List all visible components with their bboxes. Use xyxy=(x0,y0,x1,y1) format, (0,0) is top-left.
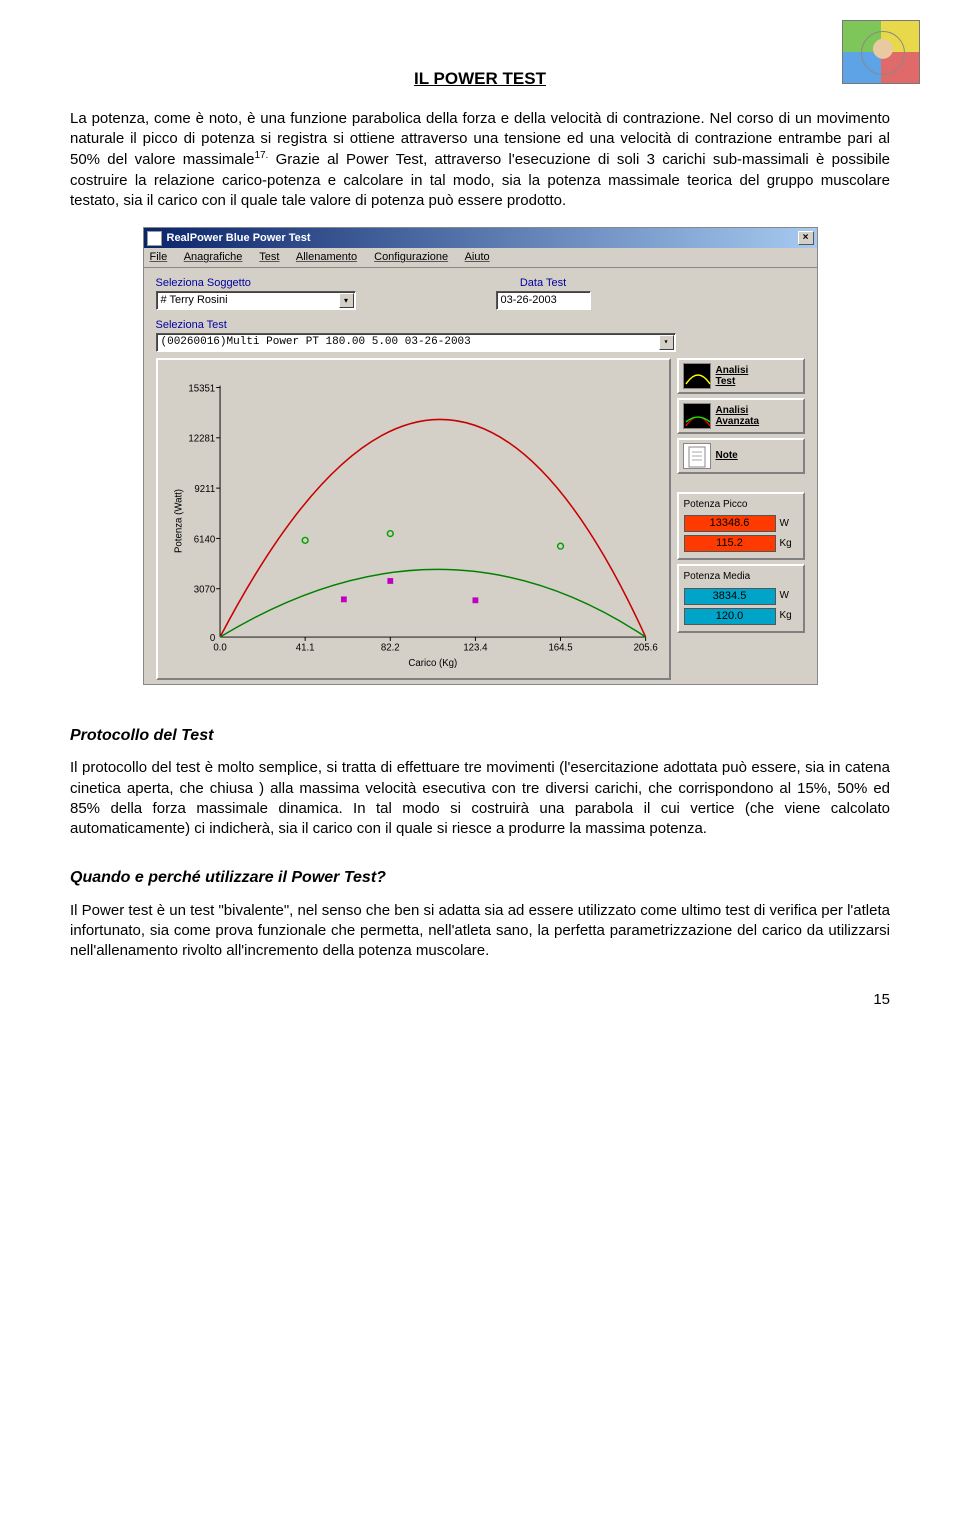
media-watt: 3834.5 xyxy=(684,588,776,605)
ytick: 15351 xyxy=(188,383,215,394)
analisi-avanzata-button[interactable]: Analisi Avanzata xyxy=(677,398,805,434)
xtick: 164.5 xyxy=(548,642,572,653)
intro-paragraph: La potenza, come è noto, è una funzione … xyxy=(70,109,890,211)
analysis-icon xyxy=(683,363,711,389)
app-icon xyxy=(147,231,162,246)
menu-configurazione[interactable]: Configurazione xyxy=(374,251,448,263)
ytick: 12281 xyxy=(188,433,215,444)
date-value: 03-26-2003 xyxy=(501,293,557,308)
unit: W xyxy=(780,589,798,603)
test-select[interactable]: (00260016)Multi Power PT 180.00 5.00 03-… xyxy=(156,333,676,352)
label-test: Seleziona Test xyxy=(156,318,805,333)
note-icon xyxy=(683,443,711,469)
group-title: Potenza Picco xyxy=(684,498,798,512)
footnote-ref: 17. xyxy=(254,150,268,161)
menubar: File Anagrafiche Test Allenamento Config… xyxy=(144,248,817,268)
ytick: 3070 xyxy=(193,584,214,595)
x-axis-label: Carico (Kg) xyxy=(408,658,457,669)
window-title: RealPower Blue Power Test xyxy=(167,231,798,246)
chevron-down-icon: ▾ xyxy=(339,293,354,308)
power-chart: 15351 12281 9211 6140 3070 0 xyxy=(162,366,665,676)
potenza-picco-group: Potenza Picco 13348.6 W 115.2 Kg xyxy=(677,492,805,561)
picco-kg: 115.2 xyxy=(684,535,776,552)
label-date: Data Test xyxy=(496,276,591,291)
potenza-media-group: Potenza Media 3834.5 W 120.0 Kg xyxy=(677,564,805,633)
page-title: IL POWER TEST xyxy=(70,68,890,91)
ytick: 9211 xyxy=(194,484,215,495)
ytick: 6140 xyxy=(193,534,214,545)
analisi-test-button[interactable]: Analisi Test xyxy=(677,358,805,394)
unit: W xyxy=(780,517,798,531)
note-button[interactable]: Note xyxy=(677,438,805,474)
menu-allenamento[interactable]: Allenamento xyxy=(296,251,357,263)
btn-label: Note xyxy=(716,450,738,461)
test-value: (00260016)Multi Power PT 180.00 5.00 03-… xyxy=(161,335,471,350)
app-screenshot: RealPower Blue Power Test × File Anagraf… xyxy=(143,227,818,685)
xtick: 82.2 xyxy=(380,642,399,653)
protocollo-paragraph: Il protocollo del test è molto semplice,… xyxy=(70,758,890,839)
xtick: 41.1 xyxy=(295,642,314,653)
menu-anagrafiche[interactable]: Anagrafiche xyxy=(184,251,243,263)
btn-label: Analisi Avanzata xyxy=(716,405,760,427)
chart-box: 15351 12281 9211 6140 3070 0 xyxy=(156,358,671,680)
unit: Kg xyxy=(780,609,798,623)
menu-test[interactable]: Test xyxy=(259,251,279,263)
subject-value: # Terry Rosini xyxy=(161,293,228,308)
btn-label: Analisi Test xyxy=(716,365,749,387)
close-icon[interactable]: × xyxy=(798,231,814,245)
xtick: 205.6 xyxy=(633,642,657,653)
group-title: Potenza Media xyxy=(684,570,798,584)
fit-curve xyxy=(220,569,646,637)
chart-panel: 15351 12281 9211 6140 3070 0 xyxy=(156,358,805,680)
unit: Kg xyxy=(780,537,798,551)
window-titlebar: RealPower Blue Power Test × xyxy=(144,228,817,248)
picco-watt: 13348.6 xyxy=(684,515,776,532)
advanced-analysis-icon xyxy=(683,403,711,429)
quando-paragraph: Il Power test è un test "bivalente", nel… xyxy=(70,901,890,962)
subtitle-quando: Quando e perché utilizzare il Power Test… xyxy=(70,867,890,889)
side-column: Analisi Test Analisi Avanzata Note xyxy=(677,358,805,680)
date-field[interactable]: 03-26-2003 xyxy=(496,291,591,310)
page-number: 15 xyxy=(70,990,890,1010)
xtick: 123.4 xyxy=(463,642,488,653)
menu-aiuto[interactable]: Aiuto xyxy=(465,251,490,263)
parabola-peak xyxy=(220,419,646,637)
subject-select[interactable]: # Terry Rosini ▾ xyxy=(156,291,356,310)
chevron-down-icon: ▾ xyxy=(659,335,674,350)
y-axis-label: Potenza (Watt) xyxy=(173,489,184,553)
form-area: Seleziona Soggetto # Terry Rosini ▾ Data… xyxy=(144,268,817,684)
label-subject: Seleziona Soggetto xyxy=(156,276,456,291)
corner-logo xyxy=(842,20,920,84)
xtick: 0.0 xyxy=(213,642,226,653)
subtitle-protocollo: Protocollo del Test xyxy=(70,725,890,747)
media-kg: 120.0 xyxy=(684,608,776,625)
menu-file[interactable]: File xyxy=(150,251,168,263)
data-points xyxy=(302,530,563,603)
